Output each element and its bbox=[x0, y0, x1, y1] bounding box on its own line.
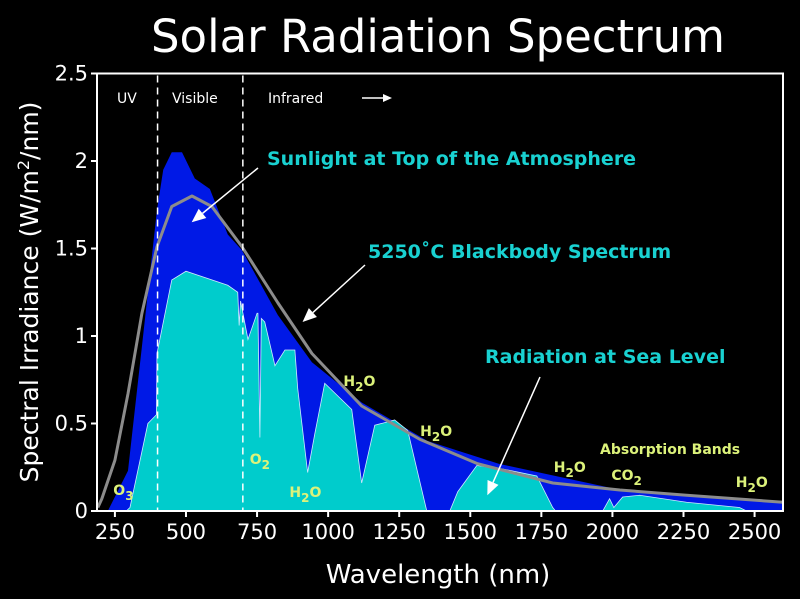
x-tick-label: 1000 bbox=[301, 520, 354, 544]
annotation-arrow bbox=[312, 264, 366, 314]
absorption-label: H2O bbox=[289, 485, 321, 505]
plot-frame bbox=[96, 72, 784, 512]
annotation-arrow bbox=[202, 167, 259, 214]
y-tick-label: 1 bbox=[75, 324, 88, 348]
x-tick-label: 250 bbox=[95, 520, 135, 544]
y-tick-label: 1.5 bbox=[55, 237, 88, 261]
y-tick-label: 0 bbox=[75, 499, 88, 523]
absorption-label: H2O bbox=[343, 374, 375, 394]
annotation-arrowhead bbox=[487, 480, 499, 496]
x-tick-label: 2000 bbox=[586, 520, 639, 544]
x-tick-label: 1250 bbox=[372, 520, 425, 544]
annotation-arrowhead bbox=[191, 208, 207, 223]
x-tick-label: 2500 bbox=[728, 520, 781, 544]
plot-area bbox=[96, 75, 784, 512]
axes: 250 500 750 1000 1250 1500 1750 2000 2250 2500 0 0.… bbox=[55, 62, 784, 544]
absorption-label: CO2 bbox=[611, 468, 642, 488]
y-axis-label-sup: 2 bbox=[14, 160, 33, 170]
absorption-label: H2O bbox=[420, 424, 452, 444]
absorption-label: H2O bbox=[554, 460, 586, 480]
annotation-sea-level: Radiation at Sea Level bbox=[485, 346, 725, 368]
annotation-blackbody: 5250˚C Blackbody Spectrum bbox=[368, 240, 671, 263]
region-label-uv: UV bbox=[117, 91, 137, 107]
annotation-arrowhead bbox=[302, 308, 317, 322]
x-tick-label: 500 bbox=[166, 520, 206, 544]
region-label-visible: Visible bbox=[172, 91, 218, 107]
right-arrow-icon bbox=[362, 94, 392, 102]
annotation-arrow bbox=[492, 376, 541, 483]
y-axis-label-end: /nm) bbox=[15, 102, 44, 160]
x-tick-label: 1750 bbox=[515, 520, 568, 544]
annotation-top-of-atmosphere: Sunlight at Top of the Atmosphere bbox=[267, 148, 636, 170]
x-tick-label: 2250 bbox=[657, 520, 710, 544]
absorption-bands-label: Absorption Bands bbox=[600, 442, 740, 458]
absorption-labels: O3 O2 H2O H2O H2O H2O CO2 H2O bbox=[113, 374, 768, 505]
y-axis-label-main: Spectral Irradiance (W/m bbox=[15, 170, 44, 482]
absorption-label: H2O bbox=[736, 475, 768, 495]
chart-title: Solar Radiation Spectrum bbox=[151, 10, 725, 63]
absorption-label: O2 bbox=[250, 452, 270, 472]
series-blackbody-line bbox=[96, 194, 784, 509]
x-tick-label: 750 bbox=[237, 520, 277, 544]
annotation-arrows bbox=[191, 167, 541, 496]
absorption-label: O3 bbox=[113, 483, 133, 503]
x-axis-label: Wavelength (nm) bbox=[326, 560, 551, 590]
y-tick-label: 2 bbox=[75, 149, 88, 173]
y-tick-label: 0.5 bbox=[55, 412, 88, 436]
y-axis-label: Spectral Irradiance (W/m2/nm) bbox=[14, 102, 44, 483]
x-tick-label: 1500 bbox=[444, 520, 497, 544]
region-label-infrared: Infrared bbox=[268, 91, 323, 107]
series-sea-level-area bbox=[125, 270, 747, 512]
y-tick-label: 2.5 bbox=[55, 62, 88, 86]
